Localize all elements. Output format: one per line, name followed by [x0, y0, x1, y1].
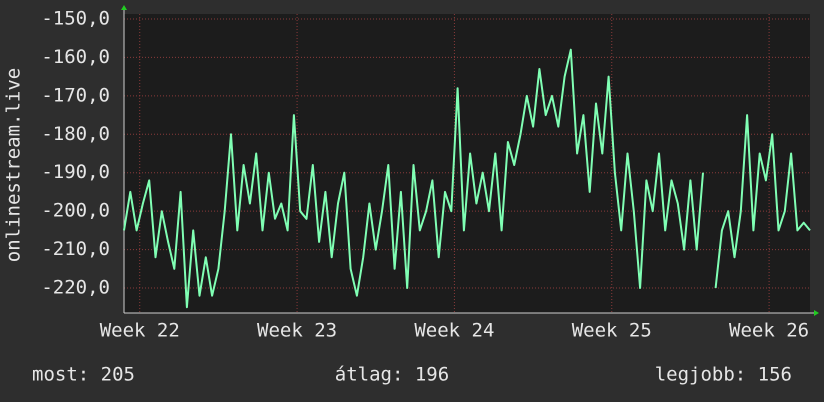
y-axis-label: onlinestream.live — [3, 68, 25, 262]
x-tick-label: Week 24 — [414, 320, 494, 342]
x-tick-label: Week 26 — [729, 320, 809, 342]
y-tick-label: -200,0 — [41, 200, 110, 222]
y-tick-label: -170,0 — [41, 84, 110, 106]
y-tick-label: -220,0 — [41, 277, 110, 299]
axis-arrow — [121, 5, 127, 10]
y-tick-label: -190,0 — [41, 161, 110, 183]
axis-arrow — [814, 310, 819, 316]
x-tick-label: Week 22 — [100, 320, 180, 342]
y-tick-label: -210,0 — [41, 238, 110, 260]
y-tick-label: -160,0 — [41, 46, 110, 68]
stat-average: átlag: 196 — [335, 364, 449, 386]
stat-max: legjobb: 156 — [655, 364, 792, 386]
data-line — [123, 48, 811, 309]
y-tick-label: -180,0 — [41, 123, 110, 145]
x-tick-label: Week 23 — [257, 320, 337, 342]
plot-area — [124, 14, 810, 313]
y-tick-label: -150,0 — [41, 7, 110, 29]
x-tick-label: Week 25 — [572, 320, 652, 342]
stat-current: most: 205 — [32, 364, 135, 386]
